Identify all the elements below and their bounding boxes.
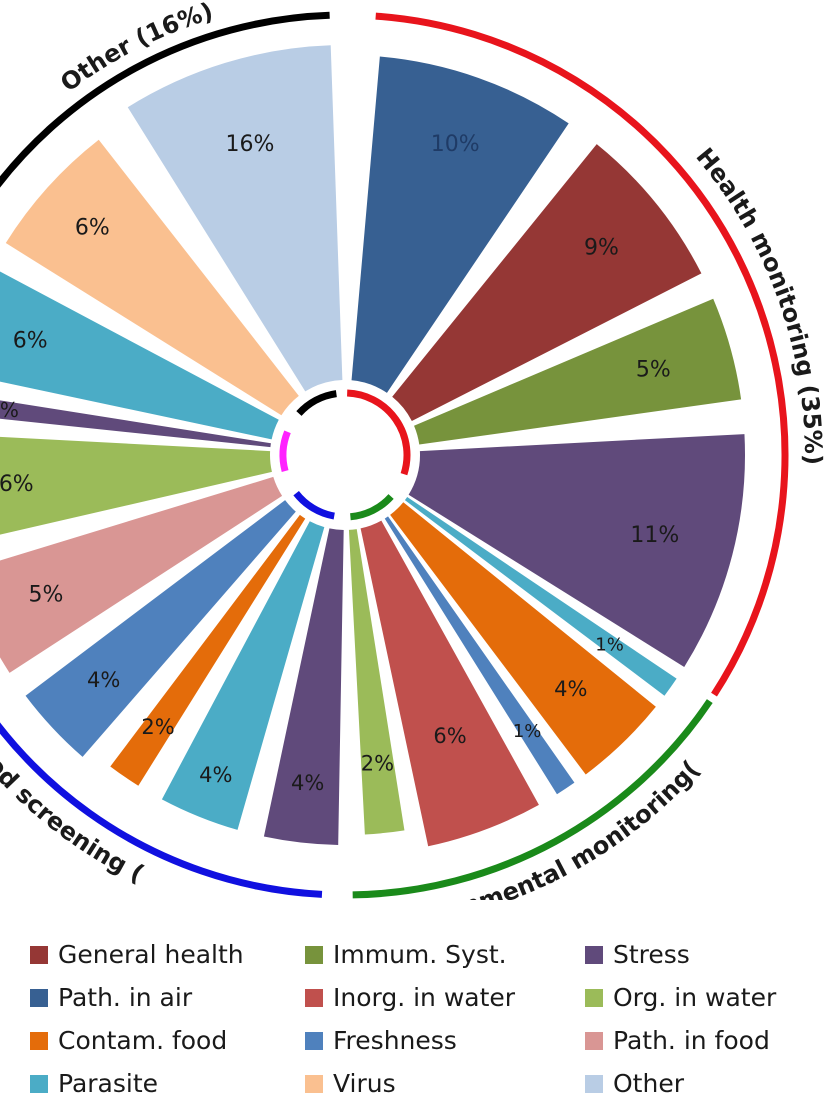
legend-swatch (30, 1074, 48, 1093)
legend-item: Immum. Syst. (305, 940, 507, 969)
pie-slice-3 (414, 298, 742, 445)
legend-item: Virus (305, 1069, 396, 1098)
legend-label: Path. in air (58, 983, 193, 1012)
inner-ring-segment-5 (296, 390, 337, 416)
pie-slice-5 (404, 496, 677, 696)
inner-ring-segment-1 (346, 389, 411, 476)
pie-slice-11 (161, 521, 325, 830)
slice-label-3: 5% (636, 357, 671, 382)
legend-label: Contam. food (58, 1026, 228, 1055)
inner-ring-segment-4 (279, 430, 291, 472)
pie-slice-19 (127, 45, 343, 392)
legend-swatch (585, 1074, 603, 1093)
group-arc-2 (352, 699, 713, 899)
legend-item: Inorg. in water (305, 983, 515, 1012)
inner-ring-segment-2 (349, 494, 394, 521)
legend-swatch (585, 988, 603, 1007)
slice-label-13: 4% (87, 668, 120, 692)
slice-label-7: 1% (513, 721, 542, 742)
slice-label-4: 11% (630, 523, 679, 548)
slice-label-12: 2% (141, 715, 174, 739)
legend-label: Parasite (58, 1069, 159, 1098)
slice-label-18: 6% (75, 215, 110, 240)
pie-slice-17 (0, 271, 279, 440)
pie-slice-6 (390, 502, 656, 775)
legend-item: Freshness (305, 1026, 457, 1055)
slice-label-9: 2% (361, 751, 394, 775)
legend-item: Path. in food (585, 1026, 770, 1055)
pie-slice-2 (392, 144, 702, 421)
legend-item: Stress (585, 940, 690, 969)
slice-label-2: 9% (584, 235, 619, 260)
slice-label-5: 1% (595, 635, 624, 656)
pie-chart: 10% 9% 5% 11% 1% 4% 1% 6% 2% 4% 4% 2% 4% 5% 6% 1% 6% 6% 16… (0, 0, 827, 900)
slice-label-11: 4% (199, 763, 232, 787)
legend-item: Other (585, 1069, 684, 1098)
legend-item: Parasite (30, 1069, 158, 1098)
slice-label-19: 16% (226, 132, 275, 157)
legend-label: Inorg. in water (333, 983, 516, 1012)
group-arc-1 (375, 12, 789, 697)
legend-label: Path. in food (613, 1026, 770, 1055)
legend-swatch (30, 988, 48, 1007)
legend-label: Org. in water (613, 983, 777, 1012)
pie-slice-9 (348, 529, 405, 835)
pie-slice-15 (0, 436, 272, 535)
legend-swatch (305, 988, 323, 1007)
pie-slice-14 (0, 476, 283, 673)
pie-slice-10 (263, 528, 344, 845)
legend-label: Freshness (333, 1026, 457, 1055)
pie-slice-12 (110, 514, 306, 786)
legend-swatch (30, 1031, 48, 1050)
slice-label-14: 5% (28, 582, 63, 607)
legend-swatch (305, 1074, 323, 1093)
slice-label-8: 6% (433, 724, 466, 748)
inner-ring-segment-3 (293, 490, 335, 520)
slice-label-6: 4% (554, 677, 587, 701)
slice-label-16: 1% (0, 398, 19, 422)
legend: General health Immum. Syst. Stress Path. in… (30, 940, 820, 1110)
pie-slice-1 (351, 56, 569, 393)
legend-item: General health (30, 940, 244, 969)
pie-slice-13 (25, 500, 296, 757)
legend-swatch (585, 945, 603, 964)
group-arc-4 (0, 11, 330, 188)
legend-item: Org. in water (585, 983, 776, 1012)
legend-item: Contam. food (30, 1026, 227, 1055)
legend-swatch (305, 1031, 323, 1050)
slice-label-17: 6% (13, 328, 48, 353)
pie-slice-18 (5, 139, 299, 416)
pie-slice-8 (360, 520, 539, 847)
slice-label-10: 4% (291, 771, 324, 795)
legend-label: Virus (333, 1069, 396, 1098)
legend-label: General health (58, 940, 244, 969)
legend-swatch (585, 1031, 603, 1050)
legend-swatch (30, 945, 48, 964)
slice-label-1: 10% (431, 132, 480, 157)
group-arc-3 (0, 722, 323, 898)
pie-slice-16 (0, 400, 271, 448)
pie-slice-4 (408, 434, 746, 667)
legend-label: Stress (613, 940, 690, 969)
legend-label: Other (613, 1069, 684, 1098)
legend-swatch (305, 945, 323, 964)
legend-label: Immum. Syst. (333, 940, 507, 969)
pie-slice-7 (384, 516, 575, 795)
legend-item: Path. in air (30, 983, 192, 1012)
slice-label-15: 6% (0, 472, 34, 497)
